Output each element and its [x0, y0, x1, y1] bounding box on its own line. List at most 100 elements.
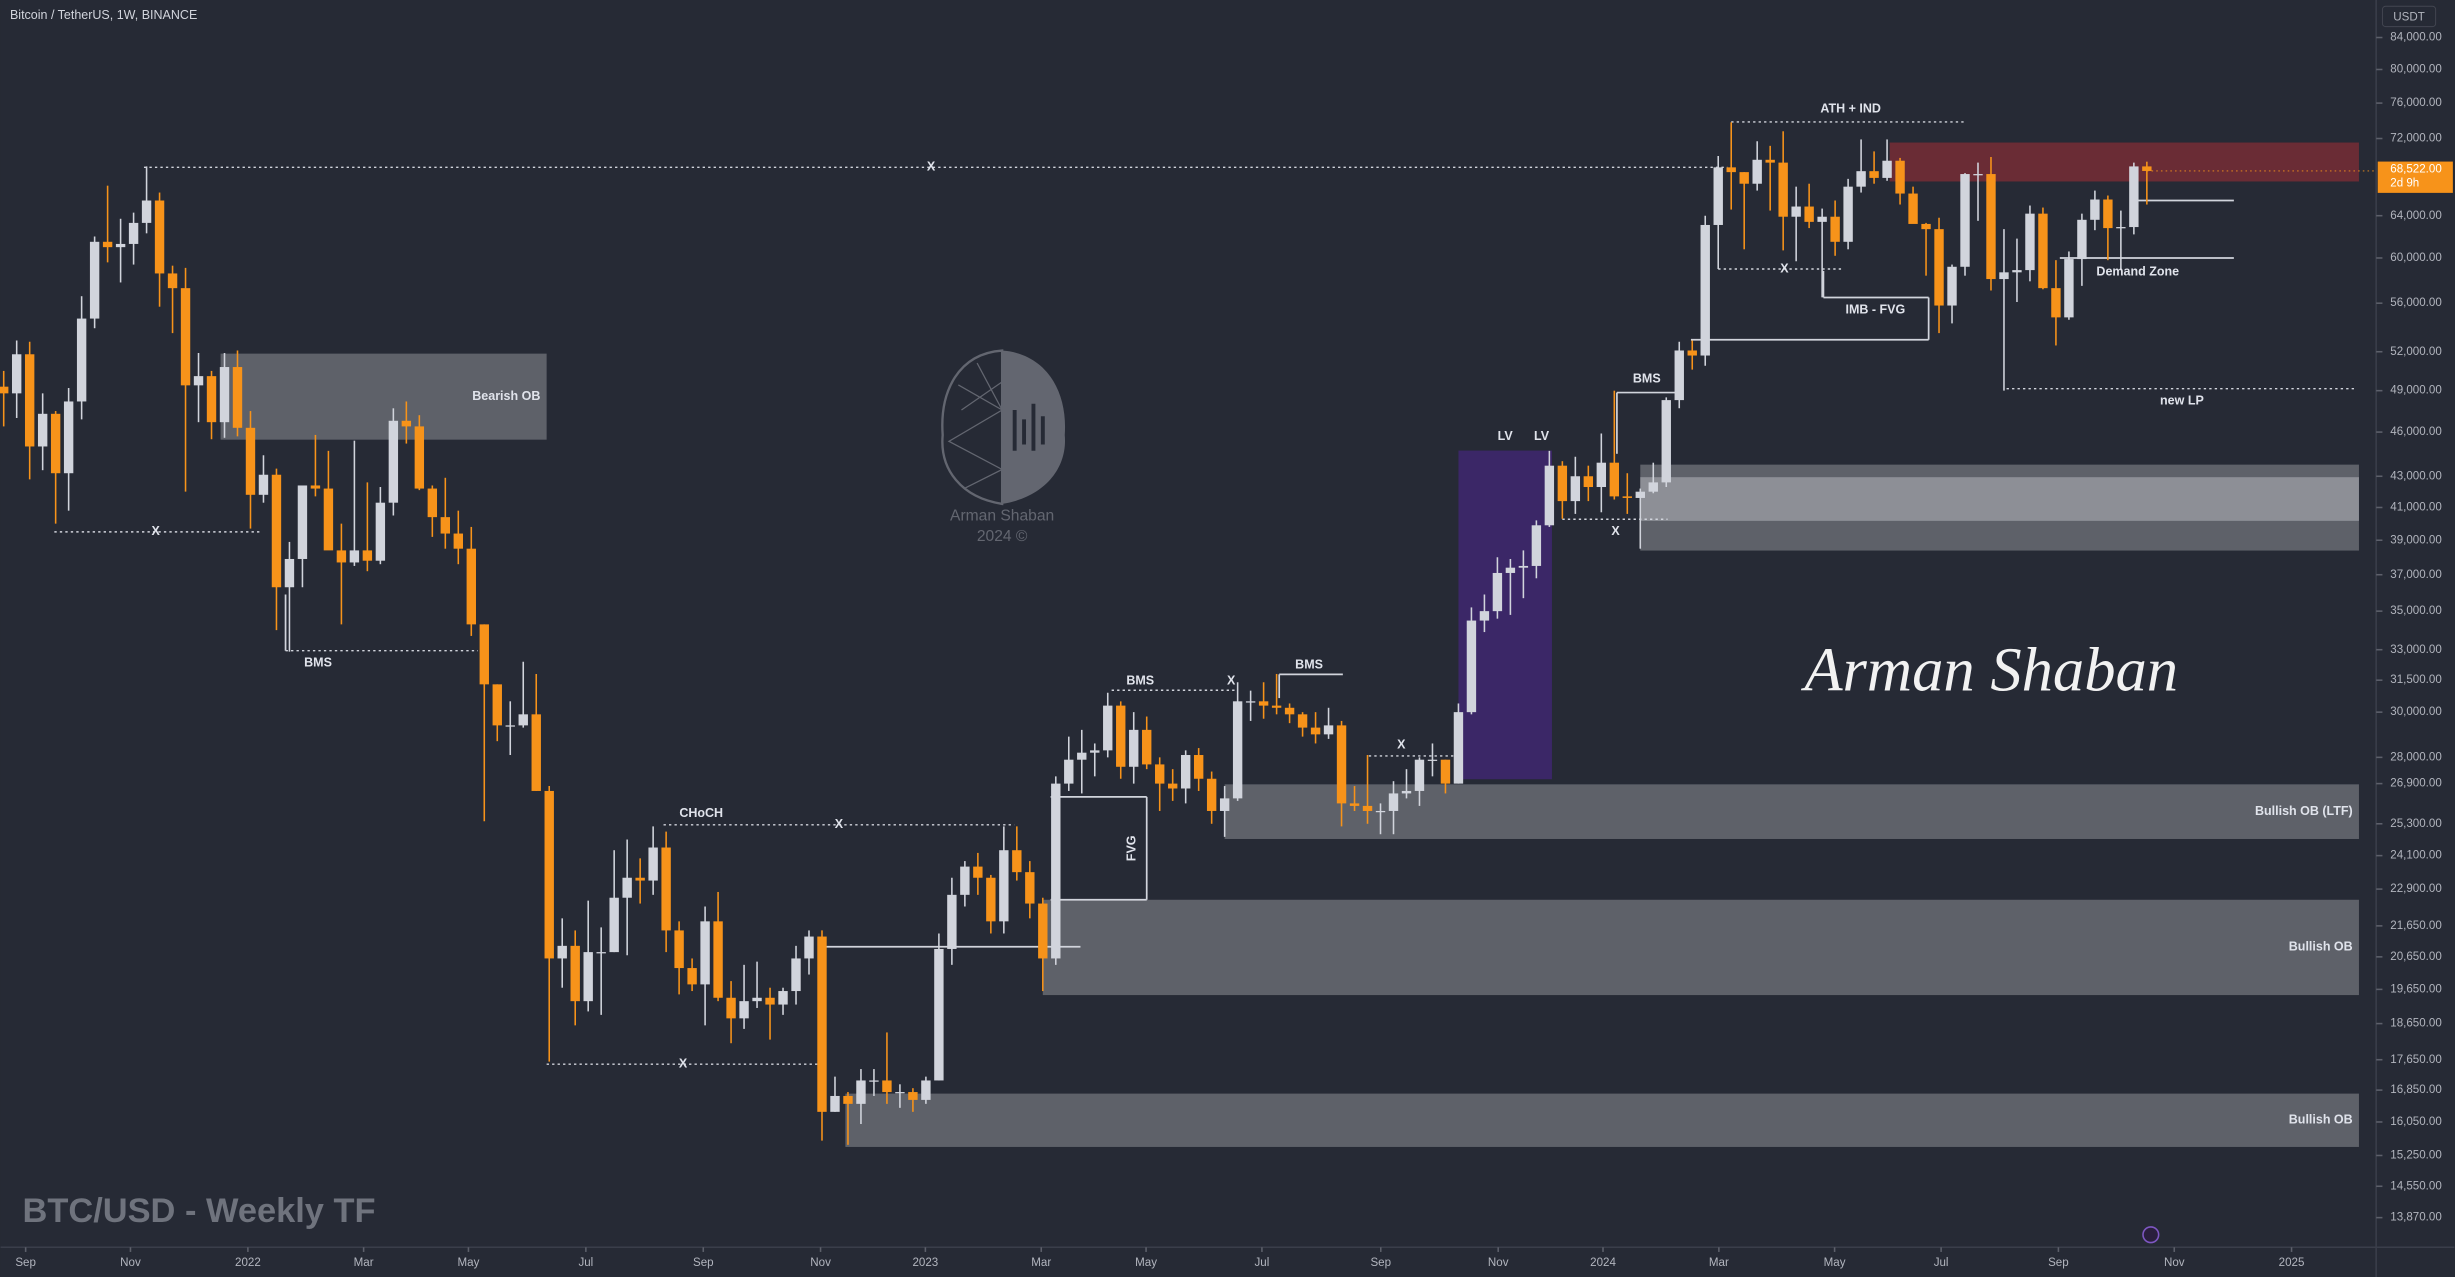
- candle-body: [1440, 759, 1451, 784]
- candle-body: [284, 558, 295, 588]
- candle-body: [1791, 206, 1801, 217]
- candle-body: [947, 894, 957, 949]
- candle-body: [1648, 482, 1658, 492]
- candle-body: [1934, 229, 1944, 306]
- annotation-label: FVG: [1125, 835, 1139, 861]
- annotation-label: X: [679, 1056, 688, 1070]
- y-tick-label: 37,000.00: [2390, 569, 2442, 581]
- annotation-label: X: [1780, 261, 1789, 275]
- annotation-label: BMS: [304, 655, 332, 669]
- y-tick-label: 24,100.00: [2390, 850, 2442, 862]
- annotation-label: X: [927, 160, 936, 174]
- candle-body: [1025, 872, 1035, 904]
- y-tick-label: 19,650.00: [2390, 983, 2442, 995]
- candle-body: [141, 200, 152, 223]
- candle-body: [895, 1092, 905, 1094]
- alert-icon[interactable]: [2142, 1226, 2160, 1244]
- x-tick-label: Mar: [1709, 1257, 1729, 1269]
- x-tick-label: May: [1135, 1257, 1157, 1269]
- y-tick-label: 18,650.00: [2390, 1018, 2442, 1030]
- y-tick-label: 15,250.00: [2390, 1150, 2442, 1162]
- candle-body: [271, 474, 282, 588]
- candle-body: [583, 952, 593, 1002]
- x-tick-label: Sep: [15, 1257, 36, 1269]
- x-tick-label: Sep: [693, 1257, 714, 1269]
- axes: 84,000.00 80,000.00 76,000.00 72,000.00 64,0…: [15, 32, 2453, 1269]
- candle-body: [24, 354, 35, 447]
- candle-body: [63, 401, 74, 474]
- candle-body: [76, 318, 87, 402]
- candle-body: [1908, 193, 1918, 224]
- candle-body: [1661, 400, 1671, 483]
- zone-label: LV: [1498, 429, 1514, 443]
- candle-body: [401, 420, 412, 427]
- symbol-title: Bitcoin / TetherUS, 1W, BINANCE: [10, 8, 197, 22]
- candle-body: [115, 243, 126, 248]
- candle-body: [1622, 496, 1632, 498]
- candle-body: [1635, 491, 1645, 498]
- watermark-year: 2024 ©: [977, 528, 1028, 545]
- annotation-label: X: [1397, 738, 1406, 752]
- annotation-label: ATH + IND: [1820, 101, 1881, 115]
- candle-body: [1206, 778, 1217, 811]
- candle-body: [1193, 755, 1204, 779]
- y-tick-label: 39,000.00: [2390, 534, 2442, 546]
- candle-body: [1596, 462, 1607, 488]
- x-tick-label: Nov: [1488, 1257, 1509, 1269]
- candle-body: [1466, 620, 1477, 713]
- annotation-label: X: [835, 817, 844, 831]
- y-tick-label: 72,000.00: [2390, 133, 2442, 145]
- candle-body: [1999, 272, 2009, 280]
- candle-body: [362, 550, 373, 561]
- candle-body: [973, 866, 983, 878]
- candle-body: [1336, 725, 1347, 804]
- zone: [1889, 142, 2359, 182]
- candle-body: [180, 288, 191, 386]
- annotation-label: IMB - FVG: [1846, 302, 1906, 316]
- y-tick-label: 46,000.00: [2390, 426, 2442, 438]
- y-tick-label: 80,000.00: [2390, 64, 2442, 76]
- candle-body: [1960, 174, 1970, 267]
- annotation-label: BMS: [1295, 658, 1323, 672]
- candle-body: [661, 847, 671, 931]
- candle-body: [427, 488, 438, 518]
- candle-body: [1142, 729, 1152, 765]
- candle-body: [713, 921, 723, 998]
- annotation-label: BMS: [1633, 372, 1661, 386]
- x-tick-label: Mar: [1031, 1257, 1051, 1269]
- candle-body: [349, 550, 360, 563]
- annotations: X X BMS X CHoCH X FVG BMS X BMS X LV X BMS ATH + IND X I…: [151, 101, 2203, 1070]
- candle-body: [1895, 160, 1905, 194]
- x-tick-label: May: [457, 1257, 479, 1269]
- candle-body: [388, 420, 399, 503]
- zones: Bearish OB Bullish OB LV Bullish OB (LTF) Bu…: [220, 142, 2359, 1147]
- candle-body: [1609, 462, 1620, 497]
- candle-body: [1232, 701, 1243, 799]
- candle-body: [2142, 166, 2152, 171]
- x-tick-label: Jul: [1255, 1257, 1270, 1269]
- logo-bars: [1012, 403, 1045, 451]
- candle-body: [1245, 701, 1256, 703]
- candle-body: [843, 1095, 853, 1104]
- candle-body: [557, 945, 567, 959]
- candle-body: [856, 1080, 866, 1104]
- candle-body: [1739, 172, 1749, 184]
- candle-body: [934, 948, 944, 1081]
- y-tick-label: 76,000.00: [2390, 97, 2442, 109]
- candle-body: [1012, 850, 1022, 873]
- x-tick-label: 2024: [1590, 1257, 1616, 1269]
- candle-body: [414, 426, 425, 489]
- candle-body: [544, 790, 554, 959]
- annotation-label: new LP: [2160, 393, 2204, 407]
- candle-body: [882, 1080, 892, 1093]
- currency-box: [2381, 5, 2437, 28]
- candle-body: [1323, 725, 1334, 735]
- candle-body: [817, 936, 827, 1112]
- y-tick-label: 28,000.00: [2390, 751, 2442, 763]
- caption: BTC/USD - Weekly TF: [22, 1192, 375, 1230]
- candle-body: [622, 877, 632, 898]
- candle-body: [1921, 223, 1931, 230]
- candle-body: [2051, 288, 2061, 318]
- candle-body: [11, 354, 22, 394]
- candle-body: [1583, 476, 1594, 488]
